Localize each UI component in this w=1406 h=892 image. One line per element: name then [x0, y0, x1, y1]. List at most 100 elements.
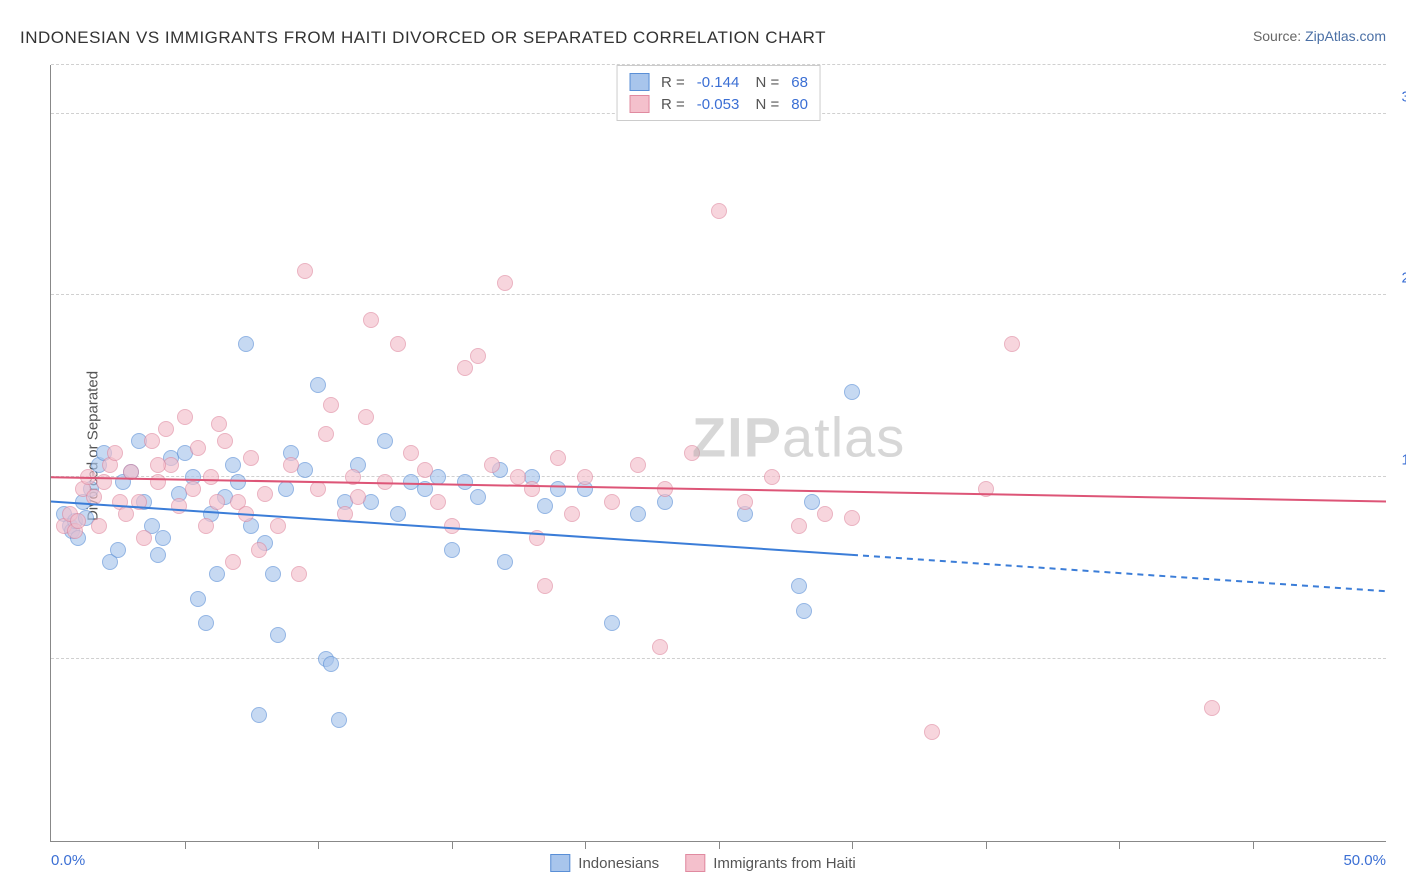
scatter-point	[604, 615, 620, 631]
scatter-point	[150, 474, 166, 490]
scatter-point	[524, 481, 540, 497]
x-axis-min: 0.0%	[51, 852, 85, 869]
scatter-point	[118, 506, 134, 522]
y-tick-label: 22.5%	[1401, 270, 1406, 287]
scatter-point	[817, 506, 833, 522]
scatter-point	[417, 481, 433, 497]
scatter-point	[737, 494, 753, 510]
scatter-point	[190, 591, 206, 607]
series-legend: Indonesians Immigrants from Haiti	[550, 854, 855, 872]
scatter-point	[444, 542, 460, 558]
scatter-point	[657, 481, 673, 497]
x-tick	[1119, 841, 1120, 849]
scatter-point	[924, 724, 940, 740]
scatter-point	[209, 566, 225, 582]
n-value-0: 68	[791, 74, 808, 91]
plot-area: R = -0.144 N = 68 R = -0.053 N = 80 ZIPa…	[50, 65, 1386, 842]
scatter-point	[257, 486, 273, 502]
scatter-point	[136, 530, 152, 546]
scatter-point	[470, 348, 486, 364]
scatter-point	[484, 457, 500, 473]
n-value-1: 80	[791, 96, 808, 113]
legend-row-series-1: R = -0.053 N = 80	[629, 93, 808, 115]
scatter-point	[251, 707, 267, 723]
scatter-point	[844, 510, 860, 526]
source-label: Source:	[1253, 28, 1301, 44]
scatter-point	[684, 445, 700, 461]
scatter-point	[323, 397, 339, 413]
source-attribution: Source: ZipAtlas.com	[1253, 28, 1386, 44]
r-label: R =	[661, 74, 685, 91]
scatter-point	[198, 615, 214, 631]
r-value-0: -0.144	[697, 74, 740, 91]
scatter-point	[96, 474, 112, 490]
scatter-point	[278, 481, 294, 497]
scatter-point	[198, 518, 214, 534]
legend-bottom-label-0: Indonesians	[578, 855, 659, 872]
r-value-1: -0.053	[697, 96, 740, 113]
scatter-point	[225, 554, 241, 570]
scatter-point	[217, 433, 233, 449]
scatter-point	[238, 336, 254, 352]
scatter-point	[764, 469, 780, 485]
legend-bottom-swatch-1	[685, 854, 705, 872]
scatter-point	[123, 464, 139, 480]
scatter-point	[550, 481, 566, 497]
source-link[interactable]: ZipAtlas.com	[1305, 28, 1386, 44]
x-tick	[585, 841, 586, 849]
scatter-point	[190, 440, 206, 456]
scatter-point	[225, 457, 241, 473]
scatter-point	[457, 474, 473, 490]
scatter-point	[86, 489, 102, 505]
scatter-point	[243, 450, 259, 466]
x-axis-max: 50.0%	[1343, 852, 1386, 869]
scatter-point	[323, 656, 339, 672]
correlation-legend: R = -0.144 N = 68 R = -0.053 N = 80	[616, 65, 821, 121]
scatter-point	[377, 433, 393, 449]
scatter-point	[417, 462, 433, 478]
scatter-point	[497, 554, 513, 570]
scatter-point	[529, 530, 545, 546]
scatter-point	[604, 494, 620, 510]
scatter-point	[155, 530, 171, 546]
legend-item-0: Indonesians	[550, 854, 659, 872]
y-tick-label: 30.0%	[1401, 88, 1406, 105]
r-label: R =	[661, 96, 685, 113]
scatter-point	[230, 474, 246, 490]
scatter-point	[358, 409, 374, 425]
scatter-point	[211, 416, 227, 432]
x-tick	[452, 841, 453, 849]
scatter-point	[337, 506, 353, 522]
scatter-point	[430, 494, 446, 510]
n-label: N =	[751, 96, 779, 113]
scatter-point	[345, 469, 361, 485]
scatter-point	[80, 469, 96, 485]
scatter-point	[70, 513, 86, 529]
scatter-point	[564, 506, 580, 522]
scatter-point	[577, 469, 593, 485]
gridline	[51, 294, 1386, 295]
scatter-point	[310, 481, 326, 497]
scatter-point	[377, 474, 393, 490]
legend-row-series-0: R = -0.144 N = 68	[629, 71, 808, 93]
scatter-point	[630, 457, 646, 473]
y-tick-label: 15.0%	[1401, 452, 1406, 469]
scatter-point	[185, 481, 201, 497]
scatter-point	[444, 518, 460, 534]
scatter-point	[203, 469, 219, 485]
scatter-point	[209, 494, 225, 510]
watermark-atlas: atlas	[782, 406, 905, 469]
scatter-point	[318, 426, 334, 442]
scatter-point	[251, 542, 267, 558]
watermark: ZIPatlas	[692, 405, 905, 470]
scatter-point	[144, 433, 160, 449]
scatter-point	[91, 518, 107, 534]
legend-swatch-1	[629, 95, 649, 113]
scatter-point	[470, 489, 486, 505]
scatter-point	[1204, 700, 1220, 716]
scatter-point	[711, 203, 727, 219]
scatter-point	[177, 409, 193, 425]
scatter-point	[390, 336, 406, 352]
x-tick	[318, 841, 319, 849]
gridline	[51, 658, 1386, 659]
